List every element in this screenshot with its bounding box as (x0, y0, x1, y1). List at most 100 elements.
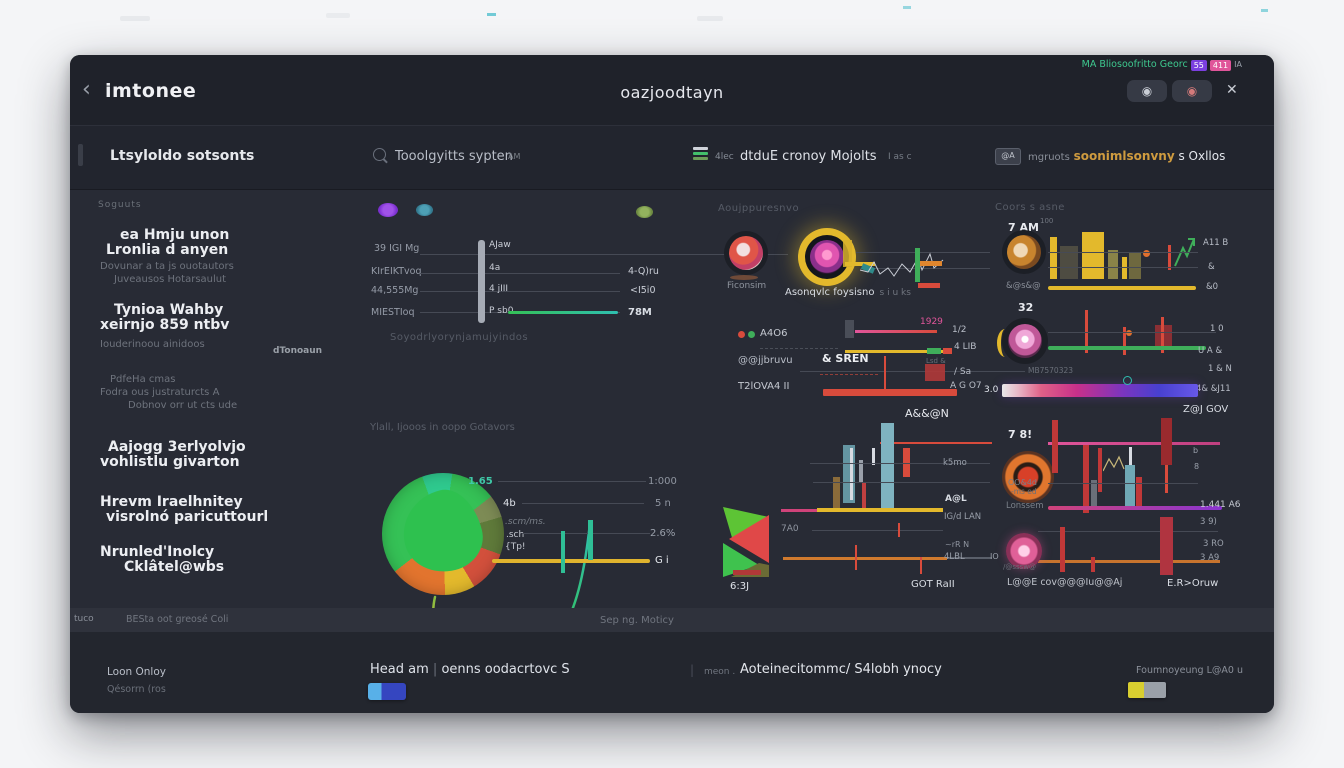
bar-olive (1129, 253, 1141, 279)
sidebar-item-label: Cklâtel@wbs (124, 559, 225, 575)
sidebar-item-7[interactable]: Hrevm Iraelhnitey visrolnó paricuttourl (100, 495, 268, 525)
avatar-image (1008, 324, 1042, 358)
record-button[interactable]: ◉ (1172, 80, 1212, 102)
trend-line-orange (1038, 560, 1220, 563)
nav-summary-tail: s Oxllos (1178, 149, 1226, 163)
avatar[interactable] (1006, 533, 1042, 569)
sidebar-heading: Soguuts (98, 200, 142, 210)
nav-item-modules-prefix: 4lec (715, 152, 734, 162)
camera-button[interactable]: ◉ (1127, 80, 1167, 102)
avatar-label-dim: s i u ks (879, 288, 911, 298)
trend-line-gray (947, 557, 992, 559)
metric-pink-value: 1929 (920, 317, 943, 327)
pie-callout-value: 5 n (655, 498, 671, 509)
timeline-row-label: 39 IGI Mg (374, 243, 420, 254)
row-sub-label: -ms ed (1011, 487, 1037, 496)
divider-band: tuco BESta oot greosé Coli Sep ng. Motic… (70, 608, 1274, 632)
avatar[interactable] (1002, 230, 1046, 274)
status-badge-plain: IA (1234, 60, 1242, 70)
dot-orange-icon (1143, 250, 1150, 257)
candle-bar (1125, 465, 1135, 510)
row-sub-label: MB7570323 (1028, 366, 1074, 375)
bar-gray (1091, 480, 1097, 510)
row-value: 3 RO (1203, 539, 1224, 549)
row-value: 3 A9 (1200, 553, 1220, 563)
avatar[interactable] (1002, 451, 1054, 503)
avatar-ring[interactable] (798, 228, 856, 286)
nav-item-modules[interactable]: dtduE cronoy Mojolts (740, 149, 877, 164)
page-artifact (120, 16, 150, 21)
bar-yellow (843, 240, 852, 267)
bar-darkred (1161, 418, 1172, 465)
bar-red (1052, 420, 1058, 473)
avatar[interactable] (1002, 318, 1048, 364)
sidebar-item-label: Fodra ous justraturcts A (100, 387, 220, 398)
candle-right-value: k5mo (943, 458, 967, 468)
row-sub-label: OO&4d (1008, 478, 1037, 487)
row-value: 3 9) (1200, 517, 1217, 527)
timeline-mid-value: 4a (489, 263, 501, 273)
trend-line-green (1048, 346, 1206, 350)
panel-bottom-label: L@@E cov@@@Iu@@Aj (1007, 577, 1123, 588)
sidebar-item-2[interactable]: Dovunar a ta js ouotautors Juveausos Hot… (100, 260, 234, 286)
avatar-shadow (730, 275, 758, 280)
sidebar-side-chip[interactable]: dTonoaun (273, 346, 323, 356)
sidebar-item-4[interactable]: Iouderinoou ainidoos (100, 339, 205, 350)
bar-red (1060, 527, 1065, 572)
footer-center-a: Head am (370, 662, 429, 677)
sidebar-item-6[interactable]: Aajogg 3erlyolvjo vohlistlu givarton (100, 440, 246, 470)
drag-handle-icon (78, 144, 83, 166)
titlebar: ‹ imtonee oazjoodtayn MA Bliosoofritto G… (70, 55, 1274, 125)
blue-badge[interactable] (368, 683, 406, 700)
avatar[interactable] (724, 231, 768, 275)
layers-icon (693, 147, 708, 160)
row-value: &0 (1206, 282, 1219, 292)
dot-orange-icon (1126, 330, 1132, 336)
panel-bottom-label: E.R>Oruw (1167, 578, 1219, 589)
avatar-arc-yellow (997, 329, 1013, 357)
row-value: A11 B (1203, 238, 1229, 248)
dot-teal-icon (1123, 376, 1132, 385)
band-left-label: tuco (74, 614, 94, 624)
band-right-note: Sep ng. Moticy (600, 615, 674, 626)
triangle-logo-icon[interactable] (723, 507, 769, 579)
sidebar-item-5[interactable]: PdfeHa cmas Fodra ous justraturcts A Dob… (100, 373, 237, 412)
scribble (760, 348, 838, 349)
window-center-title: oazjoodtayn (620, 83, 724, 102)
bar-orange (920, 261, 942, 266)
trend-line-orange (783, 557, 947, 560)
footer-far-right: Foumnoyeung L@A0 u (1136, 665, 1243, 676)
sidebar-item-8[interactable]: Nrunled'Inolcy Cklâtel@wbs (100, 545, 224, 575)
nav-item-search[interactable]: Tooolgyitts sypten (395, 149, 513, 164)
bar-yellow (1050, 237, 1057, 279)
status-row: MA Bliosoofritto Georc 55 411 IA (1082, 59, 1242, 71)
yellow-gray-badge[interactable] (1128, 682, 1166, 698)
sidebar-item-label: Aajogg 3erlyolvjo (108, 439, 246, 455)
trend-line-yellow (817, 508, 943, 512)
pie-callout-label: .scm/ms. (505, 517, 546, 527)
sidebar-item-label: Lronlia d anyen (106, 242, 229, 258)
pie-callout-value: 2.6% (650, 528, 676, 539)
dot-green-icon (748, 331, 755, 338)
dismiss-button[interactable]: ✕ (1226, 82, 1238, 98)
sparkline (860, 252, 944, 277)
row-left-value: IO (990, 552, 999, 561)
row-sub-label: &@s&@ (1006, 281, 1041, 291)
timeline-row-label: MIESTIoq (371, 307, 415, 318)
page-artifact (487, 13, 496, 16)
nav-item-accounts[interactable]: Ltsyloldo sotsonts (110, 148, 255, 164)
tick-red (1165, 465, 1168, 493)
nav-item-summary[interactable]: mgruots soonimlsonvny s Oxllos (1028, 149, 1226, 163)
chevron-left-icon: ‹ (82, 77, 91, 102)
trend-line-pink (855, 330, 937, 333)
connector-yellow (845, 262, 875, 266)
footer-right-text: Aoteinecitommc/ S4lobh ynocy (740, 662, 942, 677)
back-button[interactable]: ‹ (82, 77, 91, 102)
avatar-label-strong: Asonqvlc foysisno (785, 287, 875, 298)
sidebar-item-3[interactable]: Tynioa Wahby xeirnjo 859 ntbv (100, 303, 229, 333)
sidebar-item-1[interactable]: ea Hmju unon Lronlia d anyen (100, 228, 229, 258)
row-sub-label: Lonssem (1006, 501, 1044, 511)
tick-red (943, 348, 952, 354)
tick-red (1123, 327, 1126, 355)
candle-right-value: ~rR N (945, 540, 970, 549)
